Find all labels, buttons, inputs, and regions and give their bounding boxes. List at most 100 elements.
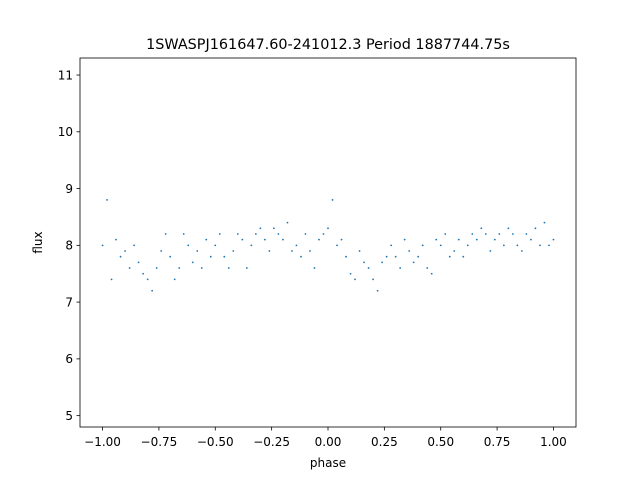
data-point (173, 278, 176, 281)
data-point (232, 250, 235, 252)
data-point (277, 233, 280, 235)
data-point (511, 233, 514, 235)
data-point (489, 250, 492, 252)
data-point (530, 238, 532, 241)
data-point (214, 244, 217, 247)
data-point (520, 250, 523, 252)
data-point (475, 238, 478, 241)
data-point (534, 227, 537, 230)
data-point (417, 255, 420, 258)
x-tick-label: 1.00 (540, 435, 567, 449)
data-point (236, 233, 239, 235)
data-point (191, 261, 194, 264)
data-point (282, 238, 284, 241)
data-point (313, 267, 316, 269)
data-point (421, 244, 424, 247)
data-point (322, 233, 325, 235)
data-point (394, 255, 397, 258)
y-tick-label: 7 (65, 295, 73, 309)
y-tick-label: 11 (58, 68, 73, 82)
y-tick-label: 9 (65, 182, 73, 196)
data-point (367, 267, 370, 269)
y-axis-label: flux (31, 231, 45, 253)
data-point (300, 255, 302, 258)
data-point (466, 244, 469, 247)
x-axis-ticks: −1.00 −0.75 −0.50 −0.25 0.00 0.25 0.50 0.75 1.00 (84, 427, 567, 449)
data-point (155, 267, 158, 269)
x-tick-label: −0.25 (253, 435, 290, 449)
data-point (358, 250, 361, 252)
data-point (110, 278, 113, 281)
data-point (245, 267, 248, 269)
data-point (101, 244, 104, 247)
x-tick-label: −0.75 (141, 435, 178, 449)
data-point (309, 250, 311, 252)
y-tick-label: 8 (65, 239, 73, 253)
y-axis-ticks: 5 6 7 8 9 10 11 (58, 68, 80, 423)
x-tick-label: 0.00 (315, 435, 342, 449)
data-point (227, 267, 230, 269)
data-point (349, 272, 352, 275)
chart-title: 1SWASPJ161647.60-241012.3 Period 1887744… (146, 37, 510, 53)
data-point (151, 289, 154, 292)
data-point (331, 199, 334, 201)
x-axis-label: phase (310, 456, 346, 470)
data-point (209, 255, 212, 258)
data-point (187, 244, 190, 247)
data-point (493, 238, 496, 241)
y-tick-label: 6 (65, 352, 73, 366)
x-tick-label: 0.50 (427, 435, 454, 449)
data-point (385, 255, 388, 258)
data-point (439, 244, 442, 247)
data-point (295, 244, 298, 247)
data-point (286, 221, 289, 224)
data-point (399, 267, 402, 269)
x-tick-label: 0.75 (484, 435, 511, 449)
data-point (178, 267, 181, 269)
data-point (516, 244, 519, 247)
data-point (408, 250, 411, 252)
data-point (403, 238, 406, 241)
data-point (502, 244, 505, 247)
data-point (254, 233, 257, 235)
data-point (340, 238, 343, 241)
data-point (268, 250, 271, 252)
data-point (263, 238, 266, 241)
data-point (381, 261, 384, 264)
data-point (372, 278, 374, 281)
data-point (304, 233, 307, 235)
data-point (430, 272, 433, 275)
data-point (106, 199, 108, 201)
data-point (223, 255, 226, 258)
data-point (498, 233, 501, 235)
data-point (196, 250, 199, 252)
data-point (412, 261, 415, 264)
data-point (457, 238, 460, 241)
data-point (543, 221, 546, 224)
data-point (164, 233, 167, 235)
data-point (115, 238, 117, 241)
data-point (318, 238, 320, 241)
data-point (376, 289, 379, 292)
data-point (444, 233, 447, 235)
data-point (250, 244, 253, 247)
data-point (462, 255, 465, 258)
data-point (548, 244, 550, 247)
data-point (241, 238, 244, 241)
data-point (119, 255, 122, 258)
data-point (218, 233, 221, 235)
data-point (272, 227, 275, 230)
data-point (426, 267, 429, 269)
data-point (552, 238, 555, 241)
data-point (539, 244, 541, 247)
data-point (142, 272, 145, 275)
data-point (336, 244, 338, 247)
data-point (345, 255, 347, 258)
data-point (182, 233, 185, 235)
x-tick-label: 0.25 (371, 435, 398, 449)
data-point (124, 250, 126, 252)
data-point (471, 233, 474, 235)
